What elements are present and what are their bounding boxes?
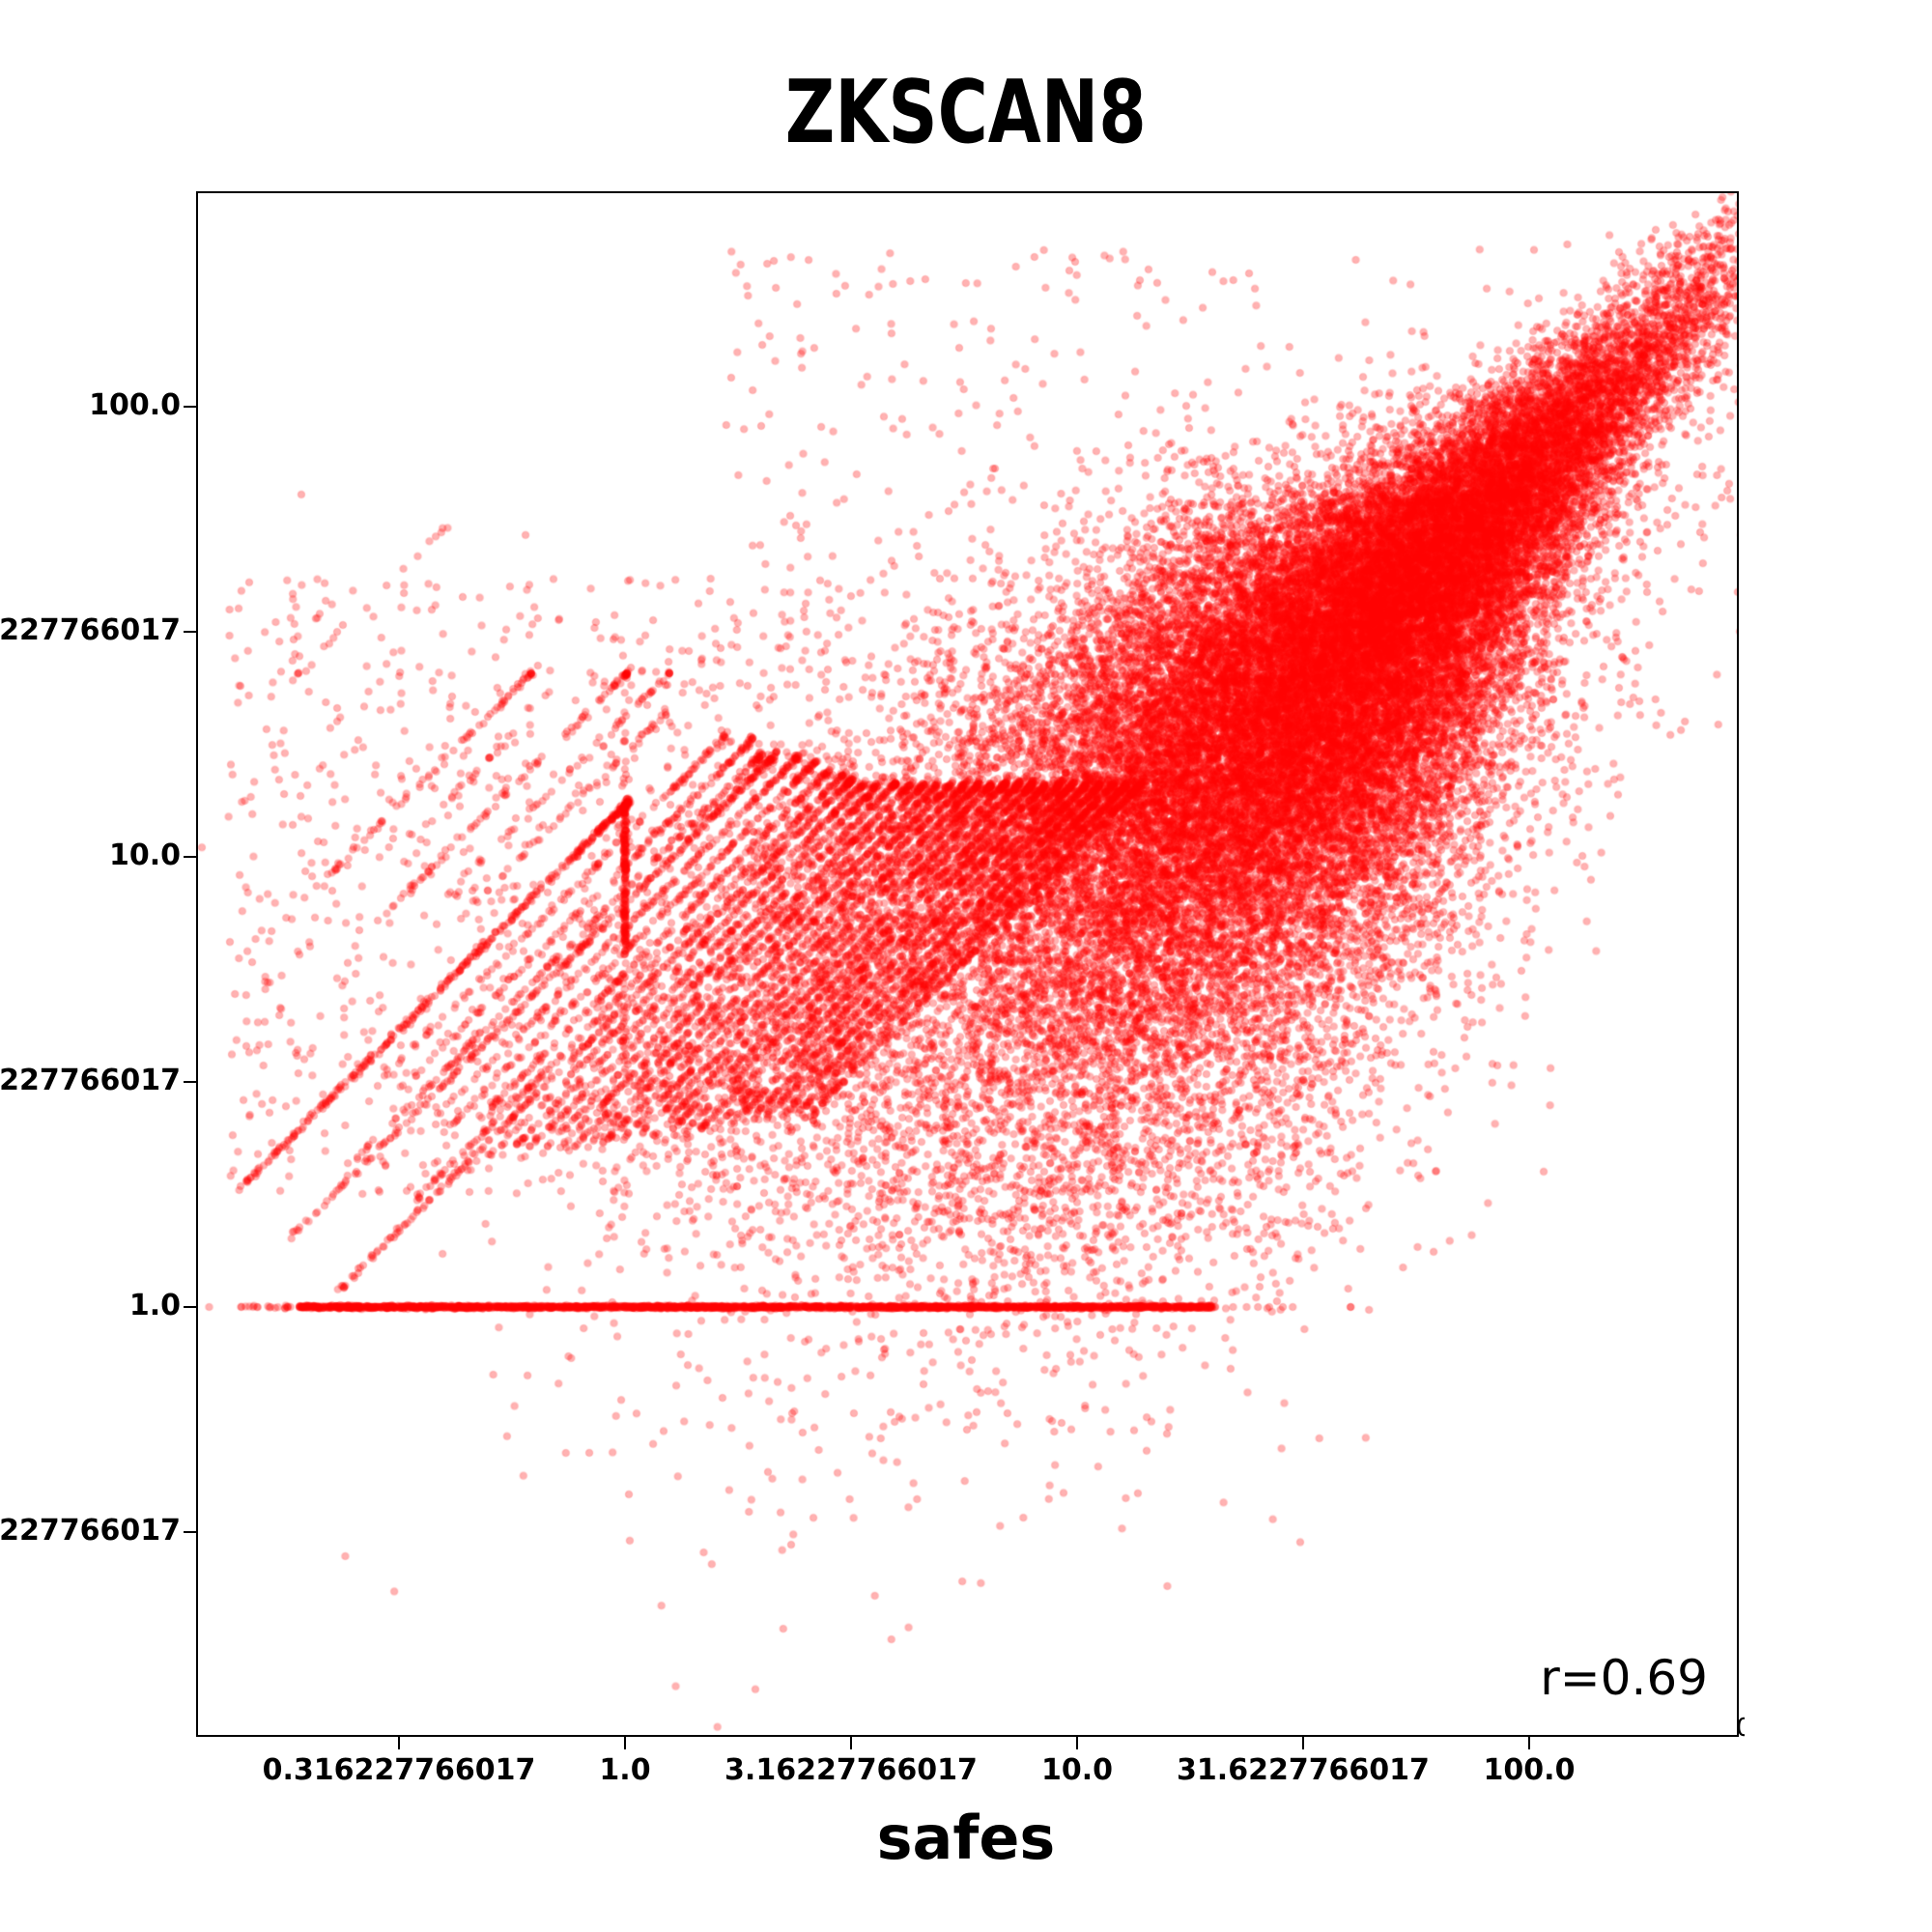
- y-tick-mark-5: [184, 1530, 196, 1534]
- x-axis-label: safes: [0, 1808, 1932, 1868]
- x-tick-mark-1: [623, 1737, 627, 1749]
- x-tick-mark-0: [397, 1737, 401, 1749]
- x-tick-mark-3: [1075, 1737, 1079, 1749]
- x-tick-label-2: 3.16227766017: [724, 1753, 978, 1787]
- x-tick-label-0: 0.316227766017: [262, 1753, 536, 1787]
- y-tick-mark-2: [184, 855, 196, 859]
- y-tick-mark-1: [184, 630, 196, 634]
- chart-title-text: ZKSCAN8: [784, 62, 1148, 163]
- x-tick-label-3: 10.0: [1040, 1753, 1114, 1787]
- y-tick-label-4: 1.0: [128, 1289, 181, 1323]
- y-tick-label-2: 10.0: [108, 838, 181, 873]
- axis-frame: [196, 191, 1739, 1737]
- x-tick-mark-5: [1527, 1737, 1531, 1749]
- y-tick-mark-3: [184, 1080, 196, 1084]
- y-tick-label-5: 0.316227766017: [0, 1514, 181, 1548]
- x-tick-label-4: 31.6227766017: [1177, 1753, 1430, 1787]
- y-tick-label-0: 100.0: [89, 388, 181, 423]
- y-tick-label-3: 3.16227766017: [0, 1064, 181, 1098]
- clipped-tick-artifact: 0: [1736, 1716, 1745, 1738]
- x-tick-label-1: 1.0: [599, 1753, 651, 1787]
- y-tick-label-1: 31.6227766017: [0, 613, 181, 648]
- y-tick-mark-4: [184, 1305, 196, 1309]
- x-tick-label-5: 100.0: [1483, 1753, 1576, 1787]
- x-tick-mark-2: [849, 1737, 853, 1749]
- correlation-annotation: r=0.69: [1540, 1650, 1708, 1706]
- x-tick-mark-4: [1301, 1737, 1305, 1749]
- x-axis-label-text: safes: [876, 1803, 1056, 1873]
- y-tick-mark-0: [184, 405, 196, 409]
- chart-title: ZKSCAN8: [0, 70, 1932, 156]
